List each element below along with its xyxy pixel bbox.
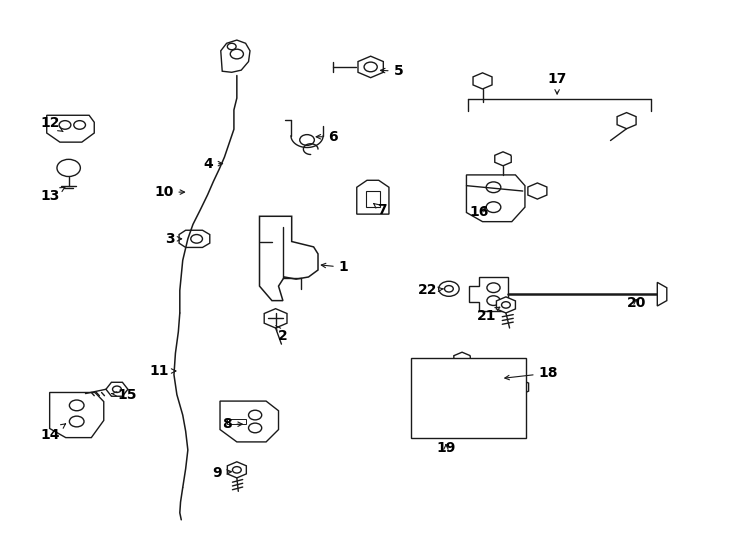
Text: 1: 1 <box>321 260 349 274</box>
Bar <box>228 419 246 424</box>
Polygon shape <box>473 73 492 89</box>
Text: 3: 3 <box>164 232 181 246</box>
Text: 16: 16 <box>469 205 489 219</box>
Text: 22: 22 <box>418 284 443 298</box>
Text: 12: 12 <box>40 116 63 132</box>
Polygon shape <box>617 113 636 129</box>
Polygon shape <box>260 217 318 301</box>
Text: 15: 15 <box>112 388 137 402</box>
Text: 5: 5 <box>380 64 403 78</box>
Polygon shape <box>106 382 128 396</box>
Polygon shape <box>657 282 666 306</box>
Text: 18: 18 <box>505 366 558 380</box>
Text: 13: 13 <box>40 187 65 203</box>
Polygon shape <box>50 393 103 437</box>
Polygon shape <box>454 352 470 366</box>
Polygon shape <box>264 309 287 328</box>
Text: 21: 21 <box>476 307 500 323</box>
Polygon shape <box>528 183 547 199</box>
Polygon shape <box>228 462 247 478</box>
Text: 17: 17 <box>548 72 567 94</box>
Polygon shape <box>495 152 512 166</box>
Polygon shape <box>47 115 94 142</box>
Text: 11: 11 <box>150 364 175 378</box>
Polygon shape <box>220 401 278 442</box>
Text: 8: 8 <box>222 417 242 431</box>
Text: 20: 20 <box>626 296 646 310</box>
Text: 14: 14 <box>40 424 65 442</box>
Text: 7: 7 <box>374 203 386 217</box>
Polygon shape <box>366 191 380 207</box>
Polygon shape <box>179 230 210 247</box>
Polygon shape <box>509 379 528 395</box>
Polygon shape <box>469 277 508 312</box>
Text: 4: 4 <box>203 157 222 171</box>
Text: 9: 9 <box>212 465 231 480</box>
Text: 2: 2 <box>276 326 288 342</box>
Text: 6: 6 <box>316 130 338 144</box>
Text: 10: 10 <box>154 185 184 199</box>
Polygon shape <box>358 56 383 78</box>
Bar <box>411 358 526 437</box>
Polygon shape <box>496 297 515 313</box>
Polygon shape <box>357 180 389 214</box>
Polygon shape <box>466 175 525 221</box>
Text: 19: 19 <box>436 441 456 455</box>
Polygon shape <box>221 40 250 72</box>
Polygon shape <box>444 370 500 415</box>
